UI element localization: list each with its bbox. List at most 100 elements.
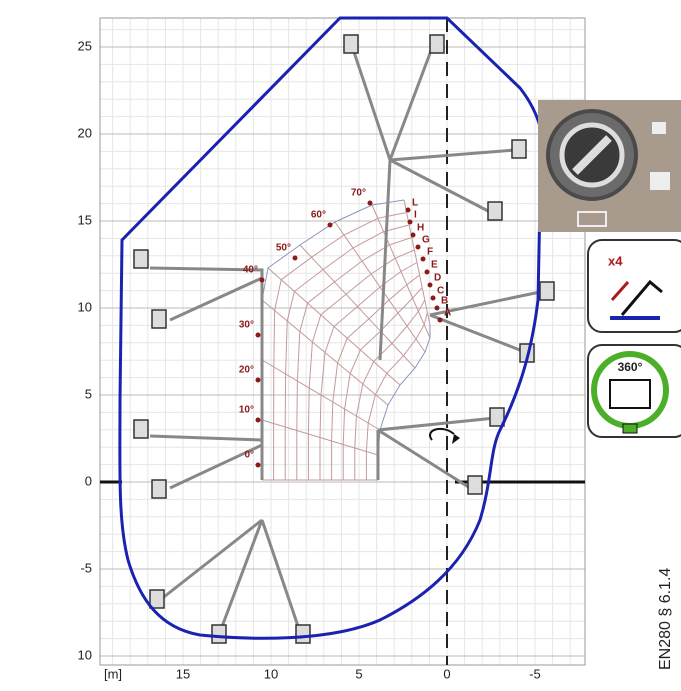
basket bbox=[489, 407, 505, 427]
outreach-dot bbox=[415, 244, 421, 250]
basket bbox=[511, 139, 527, 159]
y-tick-label: 25 bbox=[78, 38, 92, 53]
outreach-dot bbox=[420, 256, 426, 262]
angle-label: 20° bbox=[239, 365, 254, 376]
fan-arc bbox=[284, 224, 410, 480]
outreach-dot bbox=[424, 269, 430, 275]
weight-icon-small bbox=[652, 122, 666, 134]
dial-pointer bbox=[572, 135, 612, 175]
rotation-panel: 360° bbox=[587, 344, 681, 438]
outreach-label: C bbox=[437, 286, 444, 297]
basket bbox=[211, 624, 227, 644]
fan-arc bbox=[354, 299, 426, 480]
y-tick-label: 10 bbox=[78, 647, 92, 662]
standard-label: EN280 § 6.1.4 bbox=[657, 568, 674, 670]
y-tick-label: 20 bbox=[78, 125, 92, 140]
rotation-arrow bbox=[429, 427, 455, 441]
angle-dot bbox=[255, 462, 261, 468]
boom bbox=[388, 39, 437, 161]
boom bbox=[218, 519, 264, 633]
boom bbox=[429, 313, 526, 354]
outreach-dot bbox=[437, 317, 443, 323]
angle-label: 50° bbox=[276, 243, 291, 254]
outreach-dot bbox=[405, 207, 411, 213]
stabilizer-count: x4 bbox=[608, 253, 623, 268]
outreach-dot bbox=[427, 282, 433, 288]
fan-arc bbox=[319, 262, 418, 480]
angle-label: 40° bbox=[243, 265, 258, 276]
basket bbox=[151, 309, 167, 329]
x-unit-label: [m] bbox=[104, 666, 122, 681]
stabilizer-panel: x4 bbox=[587, 239, 681, 333]
fan-arc bbox=[307, 249, 415, 480]
angle-label: 30° bbox=[239, 320, 254, 331]
table-icon bbox=[577, 211, 607, 227]
boom-figures bbox=[149, 39, 541, 633]
rotation-label: 360° bbox=[618, 360, 643, 374]
outreach-label: E bbox=[431, 260, 438, 271]
y-tick-label: 5 bbox=[85, 386, 92, 401]
outreach-dot bbox=[434, 305, 440, 311]
baskets bbox=[133, 34, 555, 644]
basket bbox=[151, 479, 167, 499]
y-tick-label: 15 bbox=[78, 212, 92, 227]
basket bbox=[429, 34, 445, 54]
boom bbox=[169, 276, 263, 322]
x-tick-label: -5 bbox=[529, 666, 541, 681]
outreach-fan bbox=[261, 199, 431, 481]
angle-dot bbox=[367, 200, 373, 206]
outreach-label: H bbox=[417, 223, 424, 234]
rotation-arrowhead bbox=[452, 434, 460, 444]
working-envelope bbox=[118, 16, 546, 640]
angle-label: 60° bbox=[311, 210, 326, 221]
angle-label: 10° bbox=[239, 405, 254, 416]
basket bbox=[149, 589, 165, 609]
weight-icon-large bbox=[650, 172, 670, 190]
boom bbox=[159, 518, 263, 602]
y-tick-label: 10 bbox=[78, 299, 92, 314]
boom bbox=[378, 159, 392, 361]
panel-frame bbox=[587, 239, 681, 333]
base-icon bbox=[622, 423, 638, 434]
basket bbox=[343, 34, 359, 54]
x-tick-label: 10 bbox=[264, 666, 278, 681]
load-panel bbox=[538, 100, 681, 232]
angle-dot bbox=[292, 255, 298, 261]
boom bbox=[260, 519, 302, 633]
basket bbox=[133, 419, 149, 439]
basket bbox=[295, 624, 311, 644]
angle-label: 70° bbox=[351, 188, 366, 199]
fan-arc bbox=[342, 287, 423, 480]
y-tick-label: 0 bbox=[85, 473, 92, 488]
stabilizer-icon bbox=[620, 279, 663, 316]
boom bbox=[377, 416, 496, 432]
fan-arc bbox=[331, 274, 420, 480]
angle-dot bbox=[327, 222, 333, 228]
boom bbox=[149, 434, 263, 442]
basket bbox=[467, 475, 483, 495]
basket bbox=[539, 281, 555, 301]
outreach-label: I bbox=[414, 210, 417, 221]
angle-dot bbox=[255, 377, 261, 383]
outreach-dot bbox=[430, 295, 436, 301]
platform-icon bbox=[609, 379, 651, 409]
boom bbox=[389, 158, 491, 214]
x-tick-label: 0 bbox=[443, 666, 450, 681]
arrow-icon bbox=[610, 281, 630, 301]
outreach-label: F bbox=[427, 247, 433, 258]
outreach-label: D bbox=[434, 273, 441, 284]
y-tick-label: -5 bbox=[80, 560, 92, 575]
basket bbox=[133, 249, 149, 269]
boom bbox=[149, 266, 264, 480]
boom bbox=[389, 148, 516, 162]
angle-dot bbox=[255, 417, 261, 423]
x-tick-label: 15 bbox=[176, 666, 190, 681]
boom bbox=[348, 39, 392, 161]
x-tick-label: 5 bbox=[355, 666, 362, 681]
fan-arc bbox=[273, 212, 407, 480]
outreach-dot bbox=[410, 232, 416, 238]
boom bbox=[169, 443, 263, 490]
outreach-dot bbox=[407, 219, 413, 225]
outreach-label: L bbox=[412, 198, 418, 209]
